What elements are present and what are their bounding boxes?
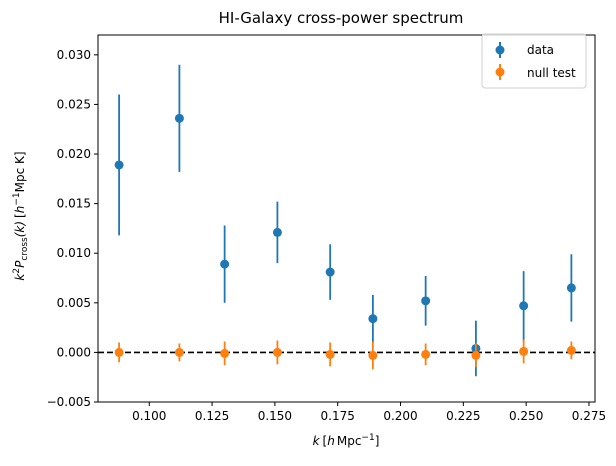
point-data [421, 296, 431, 306]
point-null-test [368, 350, 378, 360]
x-tick-label: 0.100 [132, 409, 166, 423]
point-data [220, 259, 230, 269]
x-tick-label: 0.250 [509, 409, 543, 423]
point-data [272, 227, 282, 237]
legend-entry-data: data [495, 42, 554, 58]
legend-marker-data [495, 45, 505, 55]
point-null-test [174, 347, 184, 357]
point-null-test [421, 349, 431, 359]
legend-entry-null-test: null test [495, 64, 576, 80]
plot-frame [97, 34, 596, 403]
point-null-test [272, 347, 282, 357]
y-tick-label: 0.030 [57, 48, 91, 62]
y-tick-label: 0.000 [57, 345, 91, 359]
point-data [368, 314, 378, 324]
x-tick-label: 0.175 [321, 409, 355, 423]
legend-label-null-test: null test [527, 66, 576, 80]
point-data [519, 301, 529, 311]
y-tick-label: 0.025 [57, 97, 91, 111]
plot-layer [98, 64, 595, 377]
y-tick-label: −0.005 [47, 395, 91, 409]
chart-title: HI-Galaxy cross-power spectrum [219, 9, 464, 27]
x-tick-label: 0.125 [195, 409, 229, 423]
point-null-test [325, 349, 335, 359]
y-tick-label: 0.020 [57, 147, 91, 161]
point-data [114, 160, 124, 170]
x-tick-label: 0.225 [446, 409, 480, 423]
series-null-test [114, 339, 576, 370]
x-tick-label: 0.200 [383, 409, 417, 423]
y-axis-label: k2Pcross(k)[h−1Mpc K] [12, 151, 30, 280]
point-data [174, 113, 184, 123]
point-null-test [471, 350, 481, 360]
legend-frame [481, 33, 587, 89]
legend-label-data: data [527, 43, 554, 57]
point-data [325, 267, 335, 277]
point-null-test [220, 348, 230, 358]
y-tick-label: 0.015 [57, 197, 91, 211]
point-null-test [519, 346, 529, 356]
x-tick-label: 0.275 [572, 409, 606, 423]
legend: data null test [481, 33, 587, 89]
y-tick-label: 0.005 [57, 296, 91, 310]
x-tick-label: 0.150 [258, 409, 292, 423]
x-axis-label: k [h Mpc−1] [313, 433, 380, 448]
y-tick-label: 0.010 [57, 246, 91, 260]
axes-layer: 0.100 0.125 0.150 0.175 0.200 0.225 0.250 0.275… [47, 34, 606, 423]
legend-marker-null-test [495, 67, 505, 77]
point-null-test [566, 345, 576, 355]
point-data [566, 283, 576, 293]
series-data [114, 64, 576, 377]
point-null-test [114, 347, 124, 357]
